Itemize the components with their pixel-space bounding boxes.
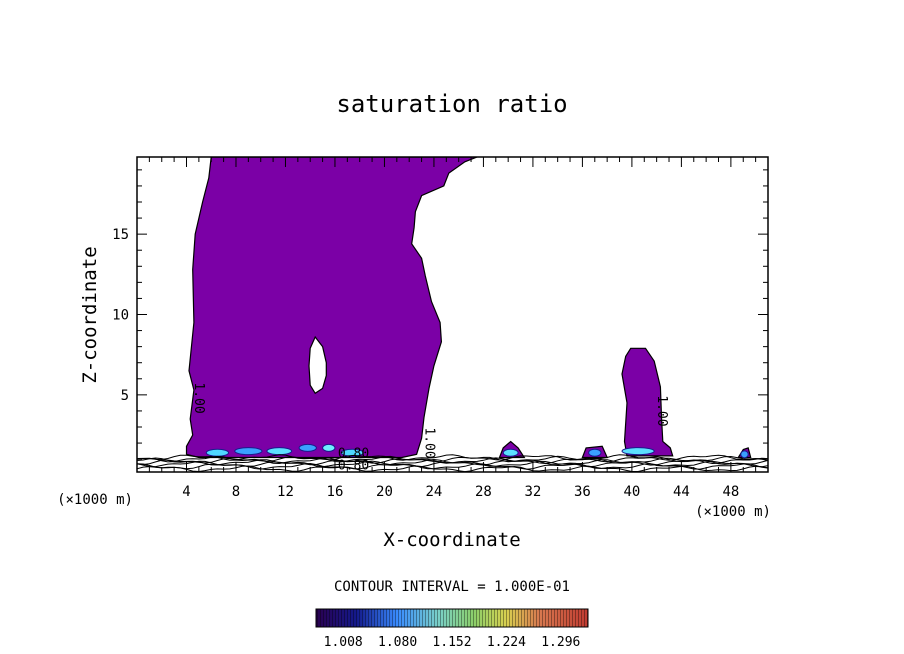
surface-contour-6: [137, 454, 768, 461]
region-east-cloud: [621, 347, 674, 457]
x-tick-label-20: 20: [376, 484, 393, 500]
colorbar-tick-label-2: 1.152: [432, 635, 471, 650]
colorbar-ticks: 1.008 1.080 1.152 1.224 1.296: [324, 635, 581, 650]
bright-patch-9: [740, 450, 749, 459]
contour-label-2: 1.00: [654, 395, 669, 426]
y-tick-label-15: 15: [112, 227, 129, 243]
x-tick-label-44: 44: [673, 484, 690, 500]
x-tick-label-4: 4: [182, 484, 190, 500]
x-tick-label-36: 36: [574, 484, 591, 500]
colorbar: [315, 608, 589, 628]
bright-patch-2: [266, 447, 293, 456]
x-tick-label-24: 24: [426, 484, 443, 500]
x-tick-label-16: 16: [327, 484, 344, 500]
x-tick-label-32: 32: [524, 484, 541, 500]
surface-contour-5: [137, 455, 768, 463]
x-axis-label: X-coordinate: [383, 529, 520, 551]
contour-label-0: 1.00: [191, 382, 206, 413]
y-tick-label-10: 10: [112, 308, 129, 324]
x-tick-label-40: 40: [623, 484, 640, 500]
y-axis-label: Z-coordinate: [79, 246, 101, 383]
colorbar-tick-label-3: 1.224: [487, 635, 526, 650]
bright-patch-6: [502, 448, 519, 457]
y-tick-label-5: 5: [121, 388, 129, 404]
contour-label-3: 0.80: [338, 447, 369, 462]
contour-label-1: 1.00: [421, 427, 436, 458]
x-unit-right: (×1000 m): [695, 504, 771, 520]
x-tick-label-8: 8: [232, 484, 240, 500]
bright-patch-0: [205, 448, 230, 457]
contour-interval-text: CONTOUR INTERVAL = 1.000E-01: [334, 579, 570, 595]
contour-label-4: 0.80: [338, 459, 369, 474]
surface-contour-0: [137, 465, 768, 472]
colorbar-stripes: [316, 609, 588, 627]
colorbar-tick-label-0: 1.008: [324, 635, 363, 650]
colorbar-frame: [315, 608, 589, 628]
chart-title: saturation ratio: [336, 90, 567, 118]
x-tick-label-12: 12: [277, 484, 294, 500]
x-tick-label-48: 48: [722, 484, 739, 500]
bright-patch-7: [588, 448, 602, 457]
colorbar-tick-label-1: 1.080: [378, 635, 417, 650]
x-tick-label-28: 28: [475, 484, 492, 500]
region-main-cloud: [185, 157, 478, 459]
bright-patch-4: [322, 443, 336, 452]
bright-patch-1: [234, 447, 263, 456]
contour-labels: 1.00 1.00 1.00 0.800.80: [191, 382, 669, 473]
region-clear-hole: [308, 335, 327, 395]
plot-area: [137, 157, 768, 472]
bright-patch-5: [340, 448, 364, 457]
colorbar-tick-label-4: 1.296: [541, 635, 580, 650]
bright-patch-8: [621, 447, 655, 456]
bright-patch-3: [298, 443, 317, 452]
x-unit-left: (×1000 m): [57, 492, 133, 508]
